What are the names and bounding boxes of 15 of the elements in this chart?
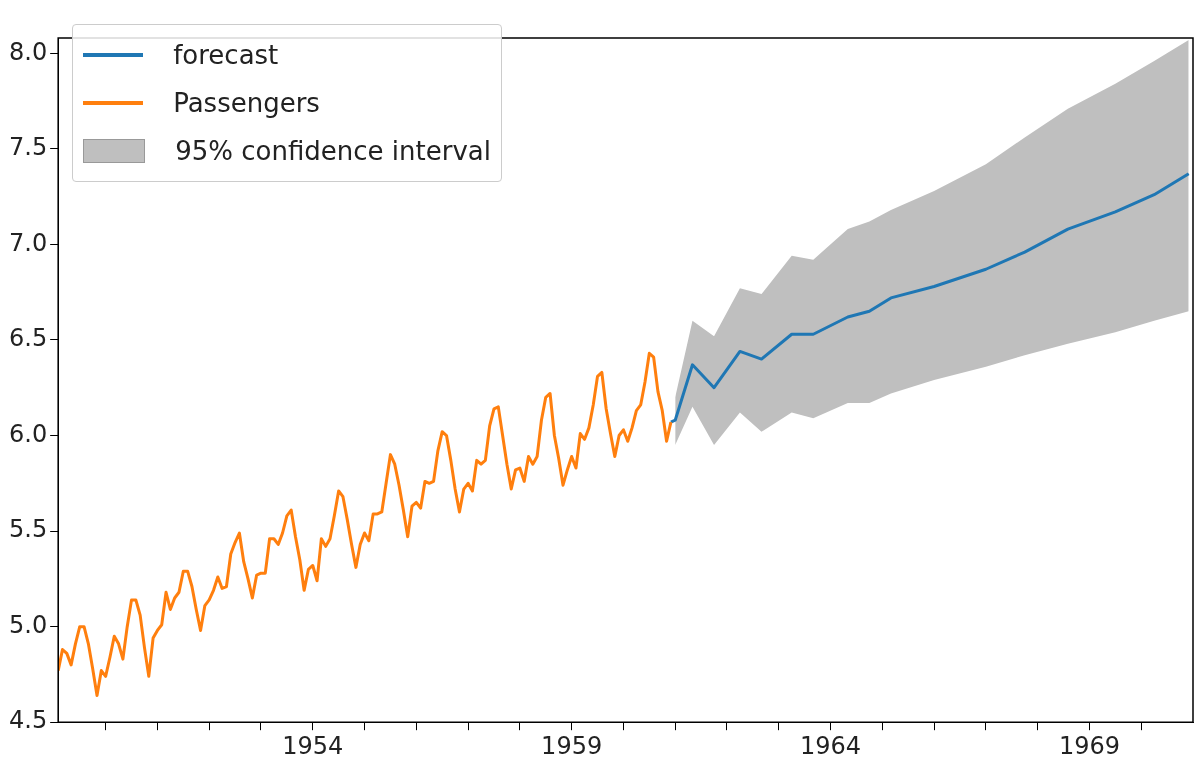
y-tick-label: 6.5 [9,324,48,353]
x-tick-label: 1964 [800,731,862,760]
y-tick-label: 4.5 [9,706,48,735]
legend-label: Passengers [173,88,320,118]
x-tick-label: 1954 [282,731,344,760]
x-tick-label: 1959 [541,731,603,760]
y-tick-label: 5.0 [9,610,48,639]
y-tick-label: 5.5 [9,515,48,544]
legend-label: forecast [173,40,279,70]
y-tick-label: 6.0 [9,419,48,448]
y-tick-label: 7.5 [9,133,48,162]
y-tick-label: 8.0 [9,37,48,66]
y-tick-label: 7.0 [9,228,48,257]
annotation: 95% confidence interval [175,136,491,166]
x-tick-label: 1969 [1058,731,1120,760]
